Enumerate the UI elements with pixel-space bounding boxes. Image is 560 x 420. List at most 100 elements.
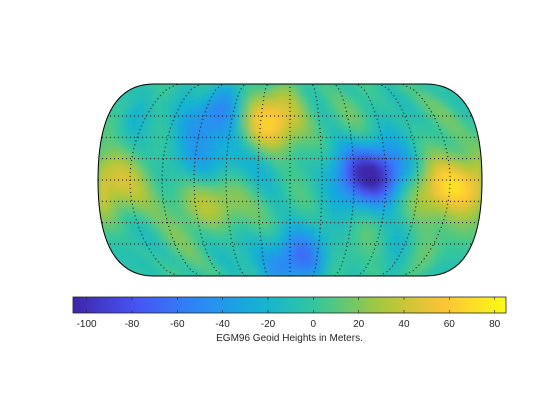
- field-cell: [466, 84, 475, 93]
- field-cell: [370, 236, 379, 245]
- field-cell: [186, 180, 195, 189]
- field-cell: [410, 244, 419, 253]
- field-cell: [450, 84, 459, 93]
- field-cell: [122, 148, 131, 157]
- field-cell: [274, 236, 283, 245]
- field-cell: [290, 84, 299, 93]
- field-cell: [98, 260, 107, 269]
- field-cell: [434, 260, 443, 269]
- field-cell: [434, 92, 443, 101]
- field-cell: [354, 196, 363, 205]
- field-cell: [314, 196, 323, 205]
- field-cell: [290, 220, 299, 229]
- field-cell: [378, 196, 387, 205]
- field-cell: [282, 212, 291, 221]
- field-cell: [194, 252, 203, 261]
- field-cell: [370, 204, 379, 213]
- field-cell: [202, 132, 211, 141]
- field-cell: [442, 236, 451, 245]
- field-cell: [226, 268, 235, 276]
- field-cell: [386, 116, 395, 125]
- field-cell: [426, 236, 435, 245]
- field-cell: [218, 116, 227, 125]
- field-cell: [306, 220, 315, 229]
- field-cell: [266, 100, 275, 109]
- colorbar-tick-label: 20: [353, 319, 365, 330]
- field-cell: [298, 236, 307, 245]
- field-cell: [106, 220, 115, 229]
- field-cell: [186, 204, 195, 213]
- field-cell: [106, 228, 115, 237]
- field-cell: [274, 244, 283, 253]
- field-cell: [250, 148, 259, 157]
- field-cell: [338, 188, 347, 197]
- field-cell: [234, 268, 243, 276]
- field-cell: [250, 164, 259, 173]
- field-cell: [346, 228, 355, 237]
- field-cell: [370, 172, 379, 181]
- field-cell: [178, 252, 187, 261]
- field-cell: [186, 148, 195, 157]
- field-cell: [218, 236, 227, 245]
- field-cell: [330, 92, 339, 101]
- field-cell: [122, 172, 131, 181]
- field-cell: [122, 204, 131, 213]
- field-cell: [122, 180, 131, 189]
- field-cell: [146, 236, 155, 245]
- field-cell: [426, 188, 435, 197]
- field-cell: [234, 252, 243, 261]
- field-cell: [474, 148, 482, 157]
- field-cell: [362, 236, 371, 245]
- field-cell: [306, 116, 315, 125]
- field-cell: [426, 156, 435, 165]
- field-cell: [298, 268, 307, 276]
- field-cell: [202, 196, 211, 205]
- field-cell: [130, 92, 139, 101]
- field-cell: [418, 180, 427, 189]
- field-cell: [370, 220, 379, 229]
- field-cell: [170, 92, 179, 101]
- field-cell: [298, 148, 307, 157]
- field-cell: [162, 236, 171, 245]
- field-cell: [202, 260, 211, 269]
- field-cell: [410, 132, 419, 141]
- field-cell: [362, 156, 371, 165]
- field-cell: [410, 260, 419, 269]
- field-cell: [434, 236, 443, 245]
- field-cell: [218, 164, 227, 173]
- field-cell: [322, 156, 331, 165]
- field-cell: [234, 140, 243, 149]
- field-cell: [258, 188, 267, 197]
- field-cell: [122, 196, 131, 205]
- field-cell: [114, 212, 123, 221]
- field-cell: [106, 164, 115, 173]
- field-cell: [162, 188, 171, 197]
- field-cell: [218, 84, 227, 93]
- field-cell: [402, 244, 411, 253]
- field-cell: [314, 140, 323, 149]
- field-cell: [394, 204, 403, 213]
- field-cell: [466, 260, 475, 269]
- field-cell: [114, 164, 123, 173]
- field-cell: [266, 236, 275, 245]
- field-cell: [394, 260, 403, 269]
- field-cell: [282, 260, 291, 269]
- field-cell: [210, 124, 219, 133]
- field-cell: [394, 244, 403, 253]
- field-cell: [130, 124, 139, 133]
- field-cell: [410, 252, 419, 261]
- field-cell: [298, 260, 307, 269]
- field-cell: [234, 188, 243, 197]
- field-cell: [458, 148, 467, 157]
- field-cell: [202, 164, 211, 173]
- field-cell: [154, 188, 163, 197]
- field-cell: [426, 140, 435, 149]
- field-cell: [210, 204, 219, 213]
- field-cell: [210, 172, 219, 181]
- field-cell: [338, 156, 347, 165]
- field-cell: [138, 228, 147, 237]
- field-cell: [154, 212, 163, 221]
- field-cell: [378, 132, 387, 141]
- field-cell: [114, 244, 123, 253]
- field-cell: [466, 92, 475, 101]
